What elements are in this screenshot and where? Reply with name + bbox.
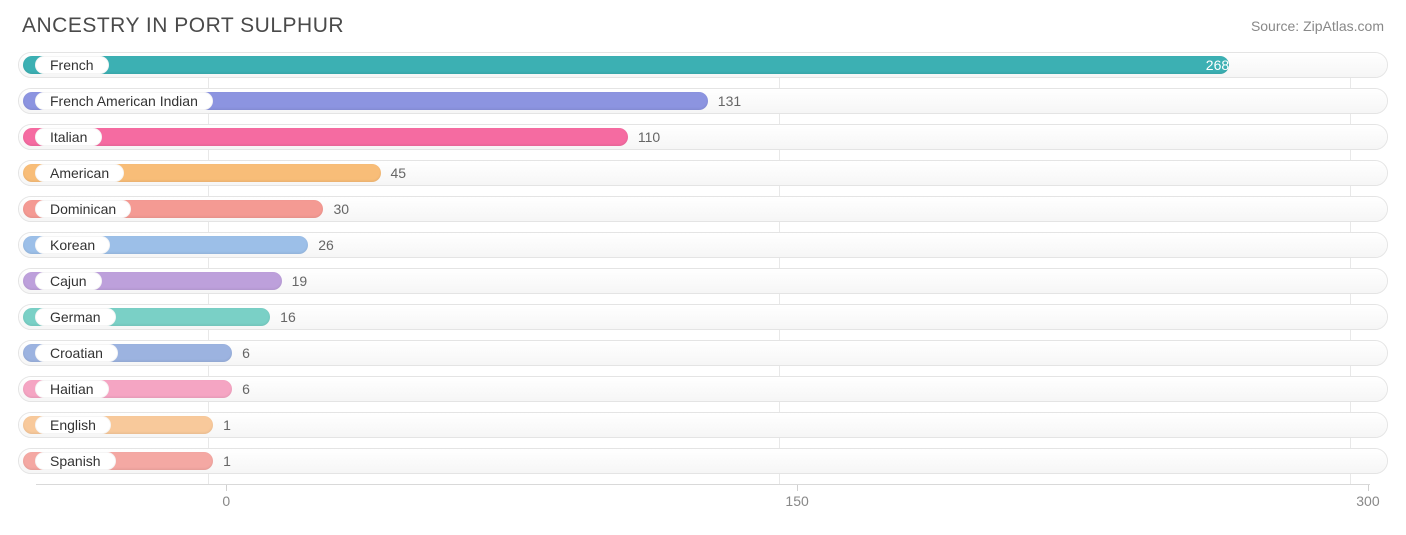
value-label: 1 [223,449,231,473]
value-label: 30 [333,197,349,221]
bar-row: Haitian 6 [18,376,1388,402]
axis-tick-label: 0 [222,493,230,509]
axis-tick-label: 300 [1356,493,1379,509]
bar-row: French American Indian 131 [18,88,1388,114]
value-label: 16 [280,305,296,329]
value-label: 6 [242,377,250,401]
axis-tick [1368,485,1369,491]
bar-row: English 1 [18,412,1388,438]
chart-header: ANCESTRY IN PORT SULPHUR Source: ZipAtla… [0,0,1406,44]
axis-tick [226,485,227,491]
category-label: Italian [35,128,102,146]
category-label: Haitian [35,380,109,398]
category-label: French American Indian [35,92,213,110]
chart-source: Source: ZipAtlas.com [1251,14,1384,34]
value-label: 26 [318,233,334,257]
value-label: 19 [292,269,308,293]
category-label: Croatian [35,344,118,362]
bar-row: German 16 [18,304,1388,330]
category-label: Spanish [35,452,116,470]
category-label: English [35,416,111,434]
bar-row: Cajun 19 [18,268,1388,294]
bar-row: Korean 26 [18,232,1388,258]
bar-row: Spanish 1 [18,448,1388,474]
value-label: 1 [223,413,231,437]
bar-row: French268 [18,52,1388,78]
category-label: German [35,308,116,326]
axis-tick [797,485,798,491]
value-label: 6 [242,341,250,365]
value-label: 268 [23,53,1229,77]
category-label: Cajun [35,272,102,290]
value-label: 110 [638,125,660,149]
bar-row: Croatian 6 [18,340,1388,366]
category-label: Dominican [35,200,131,218]
bar-row: Dominican 30 [18,196,1388,222]
value-label: 131 [718,89,741,113]
bar-row: American 45 [18,160,1388,186]
category-label: Korean [35,236,110,254]
category-label: American [35,164,124,182]
bar-row: Italian 110 [18,124,1388,150]
axis-tick-label: 150 [785,493,808,509]
value-label: 45 [391,161,407,185]
chart-area: French268 French American Indian 131 Italia… [0,44,1406,514]
x-axis: 0150300 [36,484,1370,514]
chart-title: ANCESTRY IN PORT SULPHUR [22,14,344,38]
bar-rows-container: French268 French American Indian 131 Italia… [18,52,1388,474]
bar-fill [23,128,628,146]
